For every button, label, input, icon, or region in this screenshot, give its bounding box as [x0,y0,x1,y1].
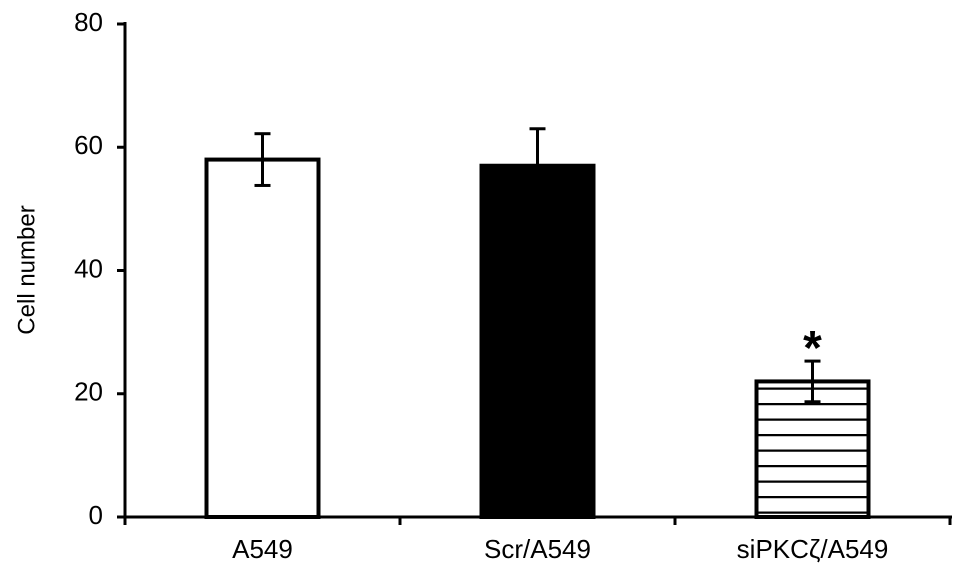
bar [204,157,321,519]
y-tick-label: 80 [74,7,103,37]
annotation: * [803,322,822,375]
y-axis-label: Cell number [13,205,40,334]
x-tick-label: Scr/A549 [484,534,591,564]
y-tick-label: 40 [74,253,103,283]
bar [479,163,596,520]
y-tick-label: 60 [74,130,103,160]
x-tick-label: siPKCζ/A549 [737,534,889,564]
y-tick-label: 0 [89,500,103,530]
x-tick-label: A549 [232,534,293,564]
y-tick-label: 20 [74,377,103,407]
